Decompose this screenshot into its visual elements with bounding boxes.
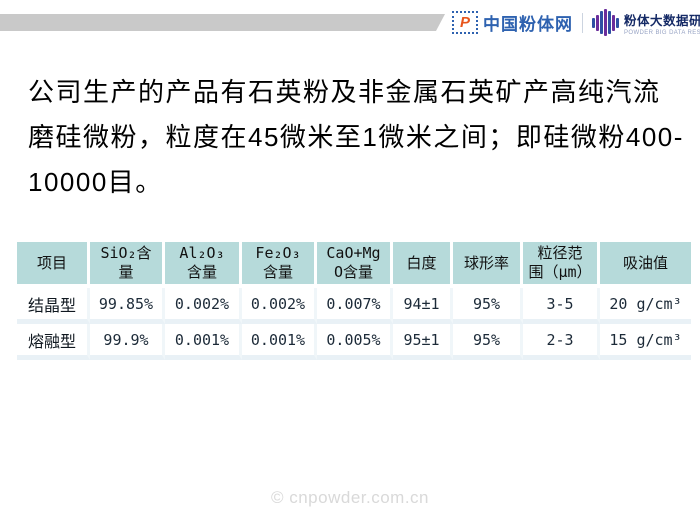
- table-row-crystalline: 结晶型 99.85% 0.002% 0.002% 0.007% 94±1 95%…: [17, 288, 691, 324]
- column-header-fe2o3: Fe₂O₃ 含量: [242, 242, 317, 288]
- table-cell: 2-3: [523, 324, 600, 360]
- column-header-oil-absorption: 吸油值: [600, 242, 691, 288]
- table-cell: 95%: [453, 288, 523, 324]
- column-header-sio2: SiO₂含量: [90, 242, 165, 288]
- brand-bar: P 中国粉体网 粉体大数据研究 POWDER BIG DATA RESEARCH: [452, 9, 700, 36]
- top-stripe-decoration: [0, 14, 445, 31]
- table-row-fused: 熔融型 99.9% 0.001% 0.001% 0.005% 95±1 95% …: [17, 324, 691, 360]
- table-cell: 0.002%: [165, 288, 242, 324]
- powder-bigdata-text: 粉体大数据研究 POWDER BIG DATA RESEARCH: [624, 10, 700, 36]
- bar-chart-icon: [592, 9, 619, 36]
- table-cell: 3-5: [523, 288, 600, 324]
- column-header-particle-size: 粒径范 围（μm）: [523, 242, 600, 288]
- table-cell: 0.001%: [165, 324, 242, 360]
- table-header-row: 项目 SiO₂含量 Al₂O₃ 含量 Fe₂O₃ 含量 CaO+Mg O含量 白度 球…: [17, 242, 691, 288]
- paragraph-line: 10000目。: [28, 167, 163, 197]
- cnpowder-p-letter: P: [459, 14, 470, 31]
- column-header-al2o3: Al₂O₃ 含量: [165, 242, 242, 288]
- row-label: 结晶型: [17, 288, 90, 324]
- column-header-whiteness: 白度: [393, 242, 453, 288]
- table-cell: 94±1: [393, 288, 453, 324]
- column-header-item: 项目: [17, 242, 90, 288]
- row-label: 熔融型: [17, 324, 90, 360]
- table-cell: 0.002%: [242, 288, 317, 324]
- cnpowder-logo: P 中国粉体网: [452, 10, 573, 35]
- powder-bigdata-title: 粉体大数据研究: [624, 13, 700, 28]
- column-header-sphericity: 球形率: [453, 242, 523, 288]
- powder-bigdata-logo: 粉体大数据研究 POWDER BIG DATA RESEARCH: [592, 9, 700, 36]
- table-cell: 0.001%: [242, 324, 317, 360]
- cnpowder-logo-text: 中国粉体网: [483, 15, 573, 34]
- watermark: © cnpowder.com.cn: [270, 488, 430, 507]
- paragraph-line: 磨硅微粉，粒度在45微米至1微米之间；即硅微粉400-: [28, 122, 684, 152]
- table-cell: 0.007%: [317, 288, 393, 324]
- table-cell: 20 g/cm³: [600, 288, 691, 324]
- powder-bigdata-subtitle: POWDER BIG DATA RESEARCH: [624, 29, 700, 36]
- cnpowder-p-icon: P: [452, 11, 478, 34]
- table-cell: 95±1: [393, 324, 453, 360]
- table-cell: 99.9%: [90, 324, 165, 360]
- column-header-caomgo: CaO+Mg O含量: [317, 242, 393, 288]
- product-spec-table: 项目 SiO₂含量 Al₂O₃ 含量 Fe₂O₃ 含量 CaO+Mg O含量 白度 球…: [17, 242, 691, 360]
- paragraph-line: 公司生产的产品有石英粉及非金属石英矿产高纯汽流: [28, 77, 661, 107]
- table-cell: 15 g/cm³: [600, 324, 691, 360]
- table-cell: 99.85%: [90, 288, 165, 324]
- brand-divider: [582, 12, 583, 33]
- product-description-paragraph: 公司生产的产品有石英粉及非金属石英矿产高纯汽流 磨硅微粉，粒度在45微米至1微米…: [28, 70, 688, 205]
- table-cell: 95%: [453, 324, 523, 360]
- table-cell: 0.005%: [317, 324, 393, 360]
